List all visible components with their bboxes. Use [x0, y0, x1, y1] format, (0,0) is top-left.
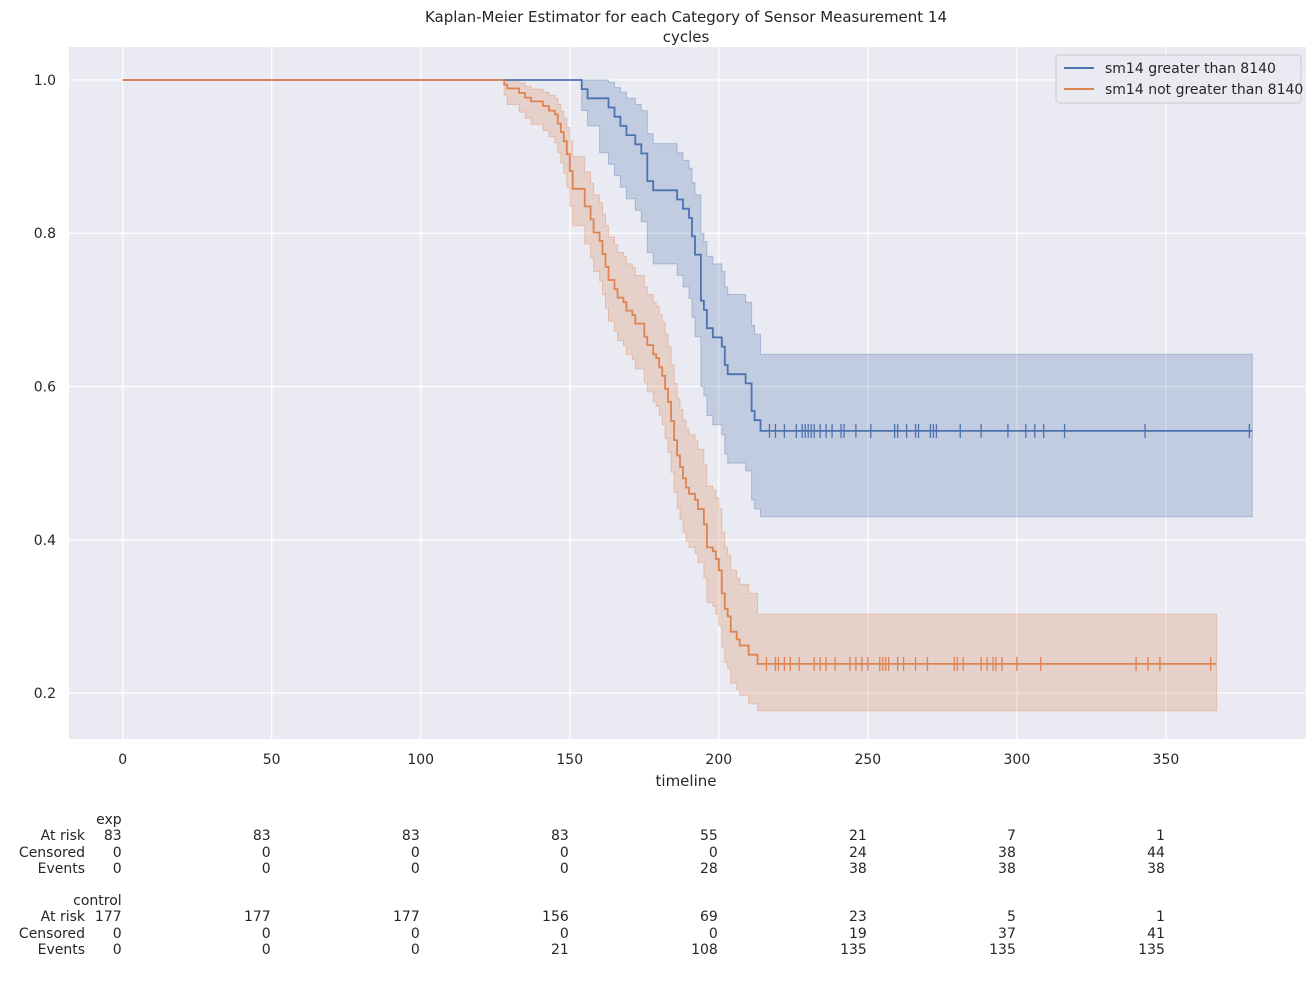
grid-lines [69, 47, 1306, 739]
risk-row-label: At risk [40, 909, 85, 925]
risk-cell: 83 [103, 828, 122, 844]
risk-cell: 0 [708, 926, 718, 942]
y-tick-label: 0.4 [34, 533, 56, 549]
risk-cell: 1 [1155, 828, 1165, 844]
risk-cell: 135 [989, 942, 1016, 958]
survival-line-series-0 [122, 79, 1253, 432]
risk-cell: 108 [691, 942, 718, 958]
censor-marks [765, 423, 1251, 671]
y-tick-label: 0.2 [34, 686, 56, 702]
y-tick-label: 0.8 [34, 226, 56, 242]
risk-cell: 0 [112, 926, 122, 942]
risk-cell: 1 [1155, 909, 1165, 925]
x-tick-label: 300 [1004, 752, 1031, 768]
x-tick-label: 100 [407, 752, 434, 768]
risk-cell: 135 [840, 942, 867, 958]
risk-row-label: Censored [18, 845, 85, 861]
risk-cell: 23 [849, 909, 867, 925]
risk-cell: 0 [559, 861, 569, 877]
risk-cell: 0 [559, 926, 569, 942]
risk-cell: 0 [112, 942, 122, 958]
legend: sm14 greater than 8140 sm14 not greater … [1055, 54, 1303, 104]
x-axis-label: timeline [656, 772, 717, 790]
risk-cell: 177 [393, 909, 420, 925]
legend-label-0: sm14 greater than 8140 [1105, 61, 1276, 77]
x-tick-label: 150 [556, 752, 583, 768]
risk-cell: 0 [112, 845, 122, 861]
risk-cell: 24 [849, 845, 867, 861]
risk-cell: 0 [410, 845, 420, 861]
survival-lines [122, 79, 1253, 665]
risk-cell: 38 [998, 845, 1016, 861]
risk-cell: 0 [559, 845, 569, 861]
risk-cell: 38 [998, 861, 1016, 877]
risk-cell: 37 [998, 926, 1016, 942]
legend-box [1055, 54, 1302, 104]
x-tick-label: 250 [854, 752, 881, 768]
risk-row-label: Events [37, 942, 85, 958]
risk-group-label: control [73, 893, 122, 909]
risk-cell: 0 [261, 926, 271, 942]
risk-cell: 177 [94, 909, 122, 925]
risk-cell: 0 [410, 942, 420, 958]
risk-cell: 0 [261, 942, 271, 958]
risk-cell: 83 [252, 828, 271, 844]
x-tick-labels: 0 50 100 150 200 250 300 350 [118, 752, 1179, 768]
y-tick-labels: 0.2 0.4 0.6 0.8 1.0 [34, 73, 56, 702]
ci-band-series-0 [122, 79, 1253, 518]
risk-cell: 55 [699, 828, 718, 844]
risk-row-label: Censored [18, 926, 85, 942]
risk-cell: 41 [1147, 926, 1165, 942]
risk-group-label: exp [96, 812, 122, 828]
risk-row-label: At risk [40, 828, 85, 844]
risk-cell: 0 [410, 861, 420, 877]
risk-cell: 0 [410, 926, 420, 942]
risk-cell: 156 [542, 909, 569, 925]
risk-cell: 0 [261, 861, 271, 877]
x-tick-label: 50 [263, 752, 281, 768]
confidence-bands [122, 79, 1253, 712]
y-tick-label: 0.6 [34, 379, 56, 395]
x-tick-label: 0 [118, 752, 127, 768]
risk-cell: 177 [243, 909, 271, 925]
risk-cell: 44 [1147, 845, 1165, 861]
plot-area [69, 47, 1306, 739]
risk-cell: 38 [1147, 861, 1165, 877]
risk-cell: 38 [849, 861, 867, 877]
risk-cell: 21 [550, 942, 569, 958]
risk-cell: 83 [550, 828, 569, 844]
risk-cell: 69 [699, 909, 718, 925]
y-tick-label: 1.0 [34, 73, 56, 89]
risk-cell: 28 [699, 861, 718, 877]
ci-band-series-1 [122, 79, 1218, 712]
legend-label-1: sm14 not greater than 8140 [1105, 82, 1303, 98]
x-tick-label: 350 [1153, 752, 1180, 768]
risk-cell: 21 [849, 828, 867, 844]
risk-cell: 83 [401, 828, 420, 844]
chart-subtitle: cycles [663, 28, 710, 46]
risk-row-label: Events [37, 861, 85, 877]
risk-cell: 0 [708, 845, 718, 861]
x-tick-label: 200 [705, 752, 732, 768]
risk-cell: 135 [1138, 942, 1165, 958]
km-chart: Kaplan-Meier Estimator for each Category… [34, 8, 1306, 790]
chart-title: Kaplan-Meier Estimator for each Category… [425, 8, 947, 26]
risk-cell: 19 [849, 926, 867, 942]
risk-cell: 7 [1006, 828, 1016, 844]
risk-cell: 5 [1006, 909, 1016, 925]
risk-cell: 0 [112, 861, 122, 877]
risk-cell: 0 [261, 845, 271, 861]
survival-line-series-1 [122, 79, 1217, 665]
